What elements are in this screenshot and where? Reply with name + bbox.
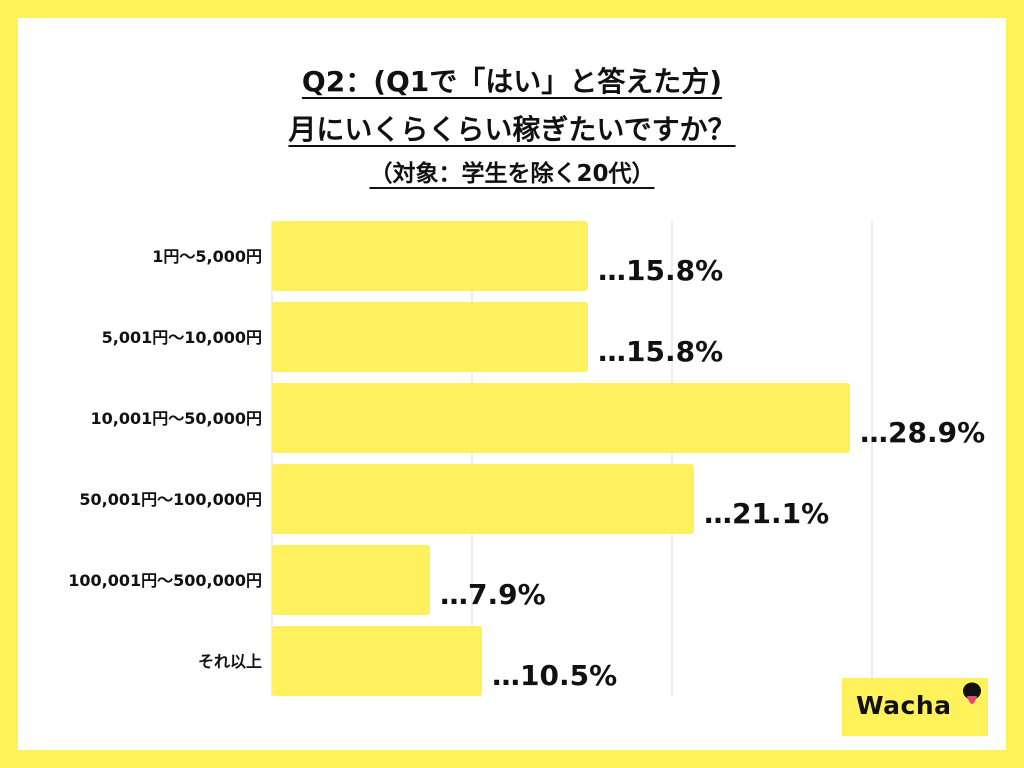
category-label-5: それ以上 <box>198 652 262 671</box>
tongue-face-icon <box>963 682 981 704</box>
category-label-3: 50,001円〜100,000円 <box>79 490 262 509</box>
value-label-2: …28.9% <box>860 416 985 449</box>
chart-title-line1: Q2：(Q1で「はい」と答えた方) <box>301 65 723 98</box>
value-label-0: …15.8% <box>598 254 723 287</box>
category-label-1: 5,001円〜10,000円 <box>102 328 262 347</box>
bar-5 <box>272 626 482 696</box>
chart-title-line2: 月にいくらくらい稼ぎたいですか？ <box>288 113 736 146</box>
value-label-5: …10.5% <box>492 659 617 692</box>
category-label-2: 10,001円〜50,000円 <box>91 409 263 428</box>
value-label-3: …21.1% <box>704 497 829 530</box>
bar-4 <box>272 545 430 615</box>
category-label-0: 1円〜5,000円 <box>152 247 262 266</box>
bar-3 <box>272 464 694 534</box>
value-label-4: …7.9% <box>440 578 546 611</box>
logo-text: Wacha <box>856 691 952 720</box>
value-label-1: …15.8% <box>598 335 723 368</box>
chart-subtitle: （対象：学生を除く20代） <box>369 161 655 187</box>
category-label-4: 100,001円〜500,000円 <box>68 571 262 590</box>
wacha-logo: Wacha <box>842 678 988 736</box>
bar-0 <box>272 221 588 291</box>
bar-2 <box>272 383 850 453</box>
bar-1 <box>272 302 588 372</box>
